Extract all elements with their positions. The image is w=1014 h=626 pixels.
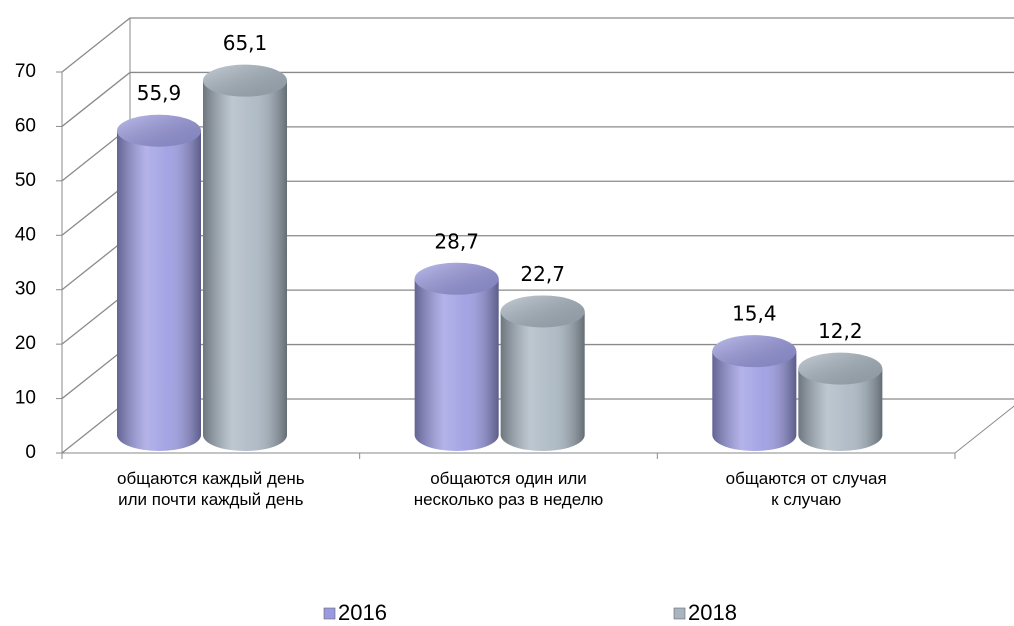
cylinder bbox=[203, 64, 287, 452]
y-tick-label: 70 bbox=[15, 61, 36, 82]
cylinder-top-shade bbox=[414, 262, 499, 295]
grid-line bbox=[61, 17, 1014, 73]
x-tick-label-line: несколько раз в неделю bbox=[414, 490, 604, 509]
floor-right bbox=[954, 405, 1014, 454]
cylinder-top-shade bbox=[712, 335, 797, 368]
legend-swatch bbox=[673, 607, 686, 620]
x-tick-label: общаются от случая к случаю bbox=[726, 469, 887, 509]
value-label: 22,7 bbox=[520, 262, 565, 286]
y-tick-label: 10 bbox=[15, 388, 36, 409]
cylinder bbox=[117, 114, 201, 451]
value-label: 15,4 bbox=[732, 302, 777, 326]
cylinder bbox=[500, 295, 585, 451]
cylinder-shade bbox=[798, 368, 883, 451]
x-tick-label: общаются один или несколько раз в неделю bbox=[414, 469, 604, 509]
cylinder-top-shade bbox=[203, 64, 287, 97]
cylinder-shade bbox=[203, 80, 287, 452]
legend-label: 2016 bbox=[338, 600, 387, 625]
x-tick-label-line: общаются от случая bbox=[726, 469, 887, 488]
cylinder-shade bbox=[414, 278, 499, 451]
y-tick-label: 50 bbox=[15, 170, 36, 191]
grid-line bbox=[61, 71, 1014, 127]
x-tick-label-line: общаются каждый день bbox=[117, 469, 305, 488]
legend-swatch bbox=[323, 607, 336, 620]
cylinder-shade bbox=[500, 311, 585, 451]
cylinder-top-shade bbox=[117, 114, 201, 147]
cylinder-top-shade bbox=[798, 352, 883, 385]
y-tick-label: 30 bbox=[15, 279, 36, 300]
x-tick-label: общаются каждый день или почти каждый ден… bbox=[117, 469, 305, 509]
y-tick-label: 20 bbox=[15, 333, 36, 354]
cylinder-top-shade bbox=[500, 295, 585, 328]
cylinder bbox=[712, 335, 797, 451]
x-tick-label-line: общаются один или bbox=[430, 469, 587, 488]
value-label: 55,9 bbox=[137, 81, 182, 105]
legend-label: 2018 bbox=[688, 600, 737, 625]
cylinder-shade bbox=[117, 130, 201, 451]
y-tick-label: 0 bbox=[25, 442, 36, 463]
value-label: 12,2 bbox=[818, 319, 863, 343]
cylinder bbox=[414, 262, 499, 451]
cylinder-shade bbox=[712, 351, 797, 451]
x-tick-label-line: к случаю bbox=[771, 490, 841, 509]
x-tick-label-line: или почти каждый день bbox=[118, 490, 304, 509]
value-label: 65,1 bbox=[223, 31, 268, 55]
y-tick-label: 60 bbox=[15, 115, 36, 136]
cylinder bbox=[798, 352, 883, 451]
y-tick-label: 40 bbox=[15, 224, 36, 245]
value-label: 28,7 bbox=[434, 229, 479, 253]
